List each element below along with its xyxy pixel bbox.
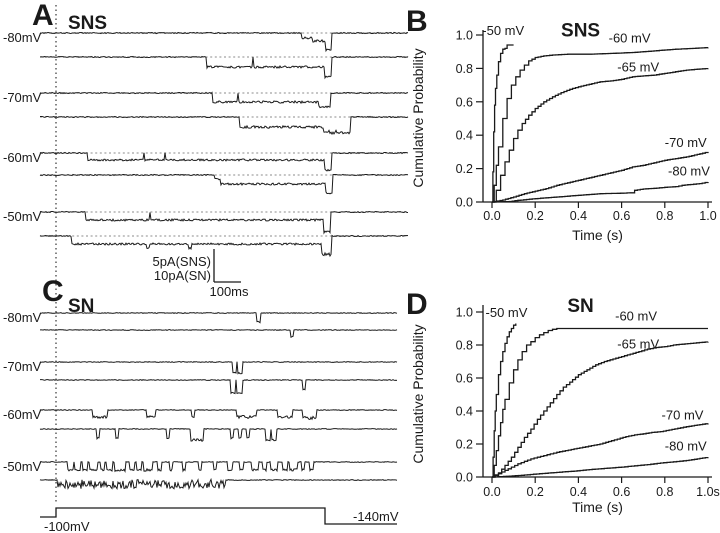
y-tick-label: 0.8 xyxy=(456,62,473,76)
panel-d-cumulative-probability-sn: D 0.0 0.2 0.4 0.6 0.8 1.0s 0.0 0.2 0.4 0.6 0.8 1.0 Ti… xyxy=(406,288,720,515)
curve--50mv xyxy=(492,323,517,478)
y-tick-label: 0.4 xyxy=(456,405,473,419)
current-trace xyxy=(39,427,398,443)
panel-a-traces-sns: A SNS -80mV -70mV -60mV -50mV 5pA(SNS)10pA(SN)… xyxy=(3,0,409,299)
voltage-label: -60mV xyxy=(3,407,42,422)
panel-letter: D xyxy=(406,288,428,321)
y-tick-label: 0.8 xyxy=(456,339,473,353)
curve--80mv xyxy=(492,181,709,203)
x-tick-label: 1.0s xyxy=(696,485,720,499)
curve--50mv xyxy=(492,44,514,203)
y-tick-label: 1.0 xyxy=(456,306,473,320)
panel-title: SN xyxy=(68,296,94,317)
curve-voltage-label: -70 mV xyxy=(662,407,704,422)
y-tick-label: 0.6 xyxy=(456,372,473,386)
x-axis-title: Time (s) xyxy=(572,499,623,515)
current-trace xyxy=(39,91,409,109)
x-axis-title: Time (s) xyxy=(572,227,623,243)
curve-voltage-label: -60 mV xyxy=(615,308,657,323)
panel-letter: A xyxy=(32,0,54,32)
current-trace xyxy=(39,312,398,324)
curve--70mv xyxy=(492,151,709,203)
x-tick-label: 0.6 xyxy=(613,209,630,223)
current-trace xyxy=(40,115,409,136)
voltage-label: -60mV xyxy=(3,150,42,165)
curve--70mv xyxy=(492,423,709,478)
chart-title: SN xyxy=(567,296,593,317)
y-tick-label: 0.0 xyxy=(456,471,473,485)
x-tick-label: 1.0 xyxy=(699,209,716,223)
current-trace xyxy=(39,31,409,53)
panel-c-traces-sn: C SN -80mV -70mV -60mV -50mV -100mV -140mV xyxy=(3,275,399,533)
x-tick-label: 0.0 xyxy=(483,485,500,499)
protocol-tail-voltage-label: -140mV xyxy=(353,509,399,524)
x-tick-label: 0.6 xyxy=(613,485,630,499)
chart-title: SNS xyxy=(561,21,600,42)
x-tick-label: 0.8 xyxy=(656,485,673,499)
panel-b-cumulative-probability-sns: B 0.0 0.2 0.4 0.6 0.8 1.0 0.0 0.2 0.4 0.6 0.8 1.0 Tim… xyxy=(406,5,717,243)
curve-voltage-label: -70 mV xyxy=(665,135,707,150)
protocol-hold-voltage-label: -100mV xyxy=(44,519,90,533)
panel-letter: B xyxy=(406,5,428,38)
curve--60mv xyxy=(492,327,708,478)
curve--65mv xyxy=(492,67,709,203)
current-trace xyxy=(39,151,409,172)
current-trace xyxy=(40,379,398,395)
current-trace xyxy=(39,173,409,195)
curve-voltage-label: -50 mV xyxy=(482,23,524,38)
curve-voltage-label: -80 mV xyxy=(665,439,707,454)
panel-title: SNS xyxy=(68,13,107,34)
voltage-label: -50mV xyxy=(3,209,42,224)
current-trace xyxy=(39,234,409,258)
voltage-label: -70mV xyxy=(3,90,42,105)
x-tick-label: 0.0 xyxy=(483,209,500,223)
scalebar-time-label: 100ms xyxy=(209,284,249,299)
y-tick-label: 0.2 xyxy=(456,162,473,176)
current-trace xyxy=(39,360,398,375)
x-tick-label: 0.4 xyxy=(570,485,587,499)
y-tick-label: 0.6 xyxy=(456,95,473,109)
current-trace xyxy=(39,55,409,80)
y-axis-title: Cumulative Probability xyxy=(410,48,426,187)
x-tick-label: 0.2 xyxy=(527,485,544,499)
x-tick-label: 0.2 xyxy=(527,209,544,223)
voltage-label: -80mV xyxy=(3,310,42,325)
curve-voltage-label: -80 mV xyxy=(668,163,710,178)
y-tick-label: 1.0 xyxy=(456,29,473,43)
y-tick-label: 0.2 xyxy=(456,438,473,452)
scalebar-amp-label-sns: 5pA(SNS) xyxy=(152,254,211,269)
voltage-label: -70mV xyxy=(3,359,42,374)
curve--60mv xyxy=(492,47,709,203)
curve-voltage-label: -60 mV xyxy=(609,31,651,46)
x-tick-label: 0.4 xyxy=(570,209,587,223)
curve-voltage-label: -65 mV xyxy=(617,336,659,351)
current-trace xyxy=(39,460,398,473)
curve--80mv xyxy=(492,456,709,478)
x-tick-label: 0.8 xyxy=(656,209,673,223)
current-trace xyxy=(39,409,398,421)
current-trace xyxy=(39,477,398,491)
curve-voltage-label: -65 mV xyxy=(617,60,659,75)
current-trace xyxy=(40,329,398,339)
curve-voltage-label: -50 mV xyxy=(486,305,528,320)
y-tick-label: 0.0 xyxy=(456,196,473,210)
current-trace xyxy=(39,210,409,235)
panel-letter: C xyxy=(42,275,64,308)
scalebar-amp-label-sn: 10pA(SN) xyxy=(154,268,211,283)
curve--65mv xyxy=(492,341,709,478)
voltage-label: -50mV xyxy=(3,459,42,474)
y-axis-title: Cumulative Probability xyxy=(410,324,426,463)
voltage-protocol-trace xyxy=(40,507,397,525)
voltage-label: -80mV xyxy=(3,30,42,45)
y-tick-label: 0.4 xyxy=(456,129,473,143)
